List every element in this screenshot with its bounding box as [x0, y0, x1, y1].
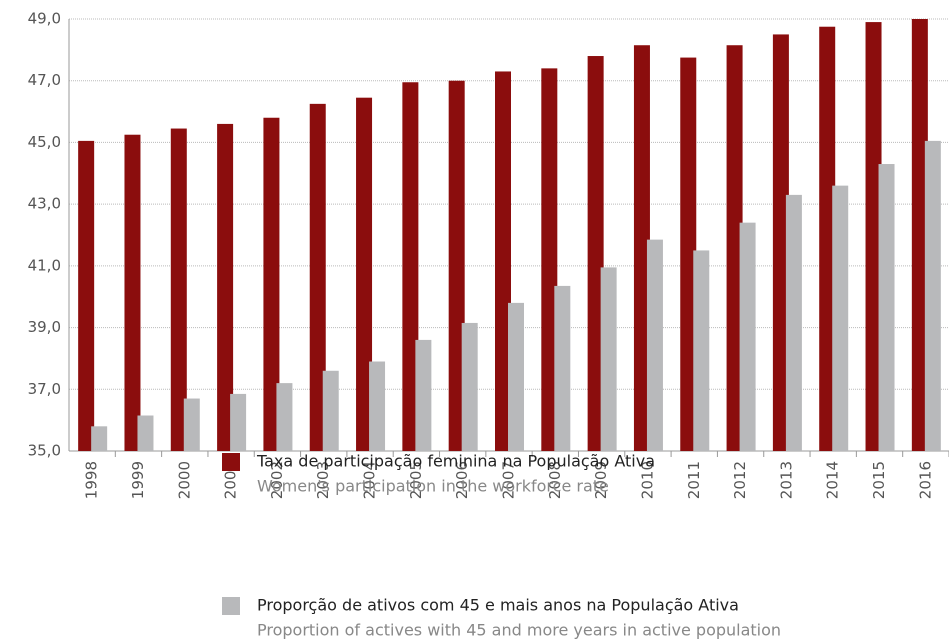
bar	[541, 68, 558, 451]
x-tick-label: 2009	[592, 461, 610, 499]
bar	[832, 185, 849, 451]
bar	[322, 370, 339, 451]
bar	[726, 45, 743, 451]
bar	[865, 22, 882, 451]
bar	[693, 250, 710, 451]
bar	[78, 140, 95, 451]
y-tick-label: 41,0	[28, 256, 61, 274]
y-tick-label: 39,0	[28, 318, 61, 336]
bar	[924, 140, 941, 451]
bar	[91, 426, 108, 451]
legend-label: Proporção de ativos com 45 e mais anos n…	[257, 596, 739, 615]
x-tick-label: 2016	[916, 461, 934, 499]
bar	[124, 134, 141, 451]
y-tick-label: 43,0	[28, 195, 61, 213]
y-tick-label: 35,0	[28, 442, 61, 460]
bar	[772, 34, 789, 452]
bar	[263, 117, 280, 451]
legend-label: Taxa de participação feminina na Populaç…	[256, 452, 655, 471]
x-tick-label: 1998	[83, 461, 101, 499]
legend-swatch	[222, 453, 240, 471]
y-tick-label: 45,0	[28, 133, 61, 151]
legend-label-en: Proportion of actives with 45 and more y…	[257, 621, 781, 640]
bar	[587, 56, 604, 452]
bar	[369, 361, 386, 451]
legend-label-en: Women's participation in the workforce r…	[257, 477, 609, 496]
bar	[402, 82, 419, 451]
y-tick-label: 49,0	[28, 10, 61, 28]
bar	[785, 194, 802, 451]
x-tick-label: 2000	[175, 461, 193, 499]
x-tick-label: 2003	[314, 461, 332, 499]
bar	[461, 322, 478, 451]
x-tick-label: 2002	[268, 461, 286, 499]
bar	[183, 398, 200, 451]
x-tick-label: 2005	[407, 461, 425, 499]
bar	[495, 71, 511, 451]
x-tick-label: 1999	[129, 461, 147, 499]
x-tick-label: 2007	[500, 461, 518, 499]
bar	[508, 302, 524, 451]
bar	[230, 393, 247, 451]
bar	[600, 267, 617, 451]
y-tick-label: 37,0	[28, 380, 61, 398]
x-tick-label: 2006	[453, 461, 471, 499]
bar	[415, 339, 432, 451]
bar	[646, 239, 663, 451]
x-tick-label: 2014	[824, 461, 842, 499]
bar	[878, 164, 895, 451]
bar	[448, 80, 465, 451]
bar	[217, 123, 234, 452]
x-tick-label: 2013	[777, 461, 795, 499]
x-tick-label: 2010	[638, 461, 656, 499]
bar	[911, 19, 928, 451]
bar	[170, 128, 187, 452]
y-tick-label: 47,0	[28, 71, 61, 89]
legend-swatch	[222, 597, 240, 615]
bar	[356, 97, 373, 451]
x-tick-label: 2012	[731, 461, 749, 499]
bar	[309, 103, 326, 451]
x-tick-label: 2011	[685, 461, 703, 499]
bar	[633, 45, 650, 451]
x-tick-label: 2008	[546, 461, 564, 499]
bar	[680, 57, 697, 451]
bar	[554, 285, 571, 451]
x-tick-label: 2004	[361, 461, 379, 499]
bar	[137, 415, 154, 451]
bar	[739, 222, 756, 451]
bar	[819, 26, 836, 451]
bar	[276, 383, 293, 451]
x-tick-label: 2015	[870, 461, 888, 499]
